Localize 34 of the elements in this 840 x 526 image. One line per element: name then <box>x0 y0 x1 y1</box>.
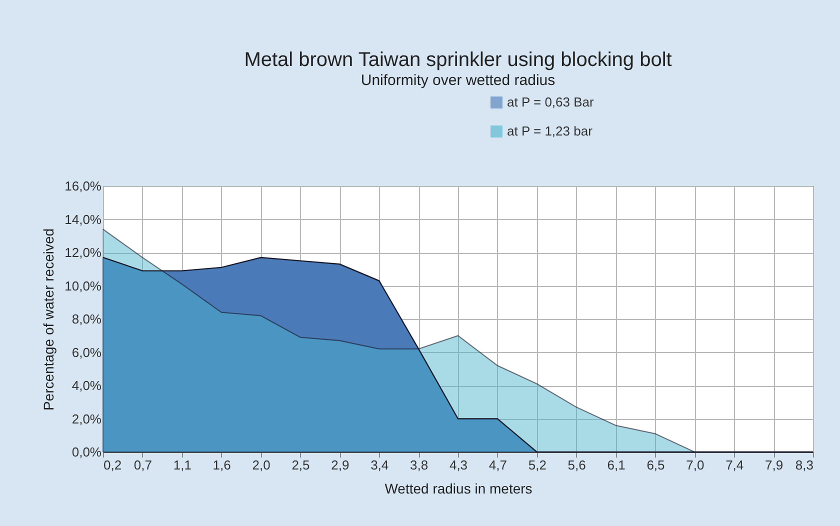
x-tick-label: 3,4 <box>370 458 389 472</box>
x-tick-label: 2,9 <box>331 458 350 472</box>
x-tick-label: 0,2 <box>104 458 122 472</box>
y-axis-title: Percentage of water received <box>40 228 57 411</box>
y-tick-label: 0,0% <box>72 444 102 460</box>
x-tick-label: 5,6 <box>568 458 586 472</box>
y-tick-label: 14,0% <box>64 212 102 227</box>
legend-label: at P = 0,63 Bar <box>507 94 595 110</box>
x-tick-label: 0,7 <box>134 458 152 472</box>
y-tick-label: 6,0% <box>72 344 102 360</box>
x-tick-label: 7,9 <box>765 458 784 472</box>
x-tick-label: 6,5 <box>646 458 665 472</box>
y-tick-label: 8,0% <box>72 312 102 326</box>
x-tick-label: 1,1 <box>173 458 192 472</box>
y-tick-label: 12,0% <box>64 245 102 260</box>
y-tick-label: 10,0% <box>64 278 102 294</box>
y-tick-label: 4,0% <box>72 378 102 393</box>
x-tick-label: 1,6 <box>212 458 231 472</box>
x-tick-label: 3,8 <box>410 458 428 472</box>
x-tick-label: 5,2 <box>528 458 546 472</box>
x-tick-label: 4,3 <box>449 458 468 472</box>
x-tick-label: 4,7 <box>488 458 507 472</box>
x-tick-label: 2,5 <box>292 458 310 472</box>
y-tick-label: 16,0% <box>64 178 102 194</box>
x-tick-label: 8,3 <box>795 458 814 472</box>
x-tick-label: 7,0 <box>686 458 704 472</box>
x-tick-label: 2,0 <box>252 458 270 472</box>
legend-label: at P = 1,23 bar <box>507 124 594 138</box>
x-axis-title: Wetted radius in meters <box>384 480 532 496</box>
chart-title: Metal brown Taiwan sprinkler using blocking bolt <box>244 49 672 71</box>
x-tick-label: 7,4 <box>726 458 744 472</box>
chart-subtitle: Uniformity over wetted radius <box>360 72 556 89</box>
y-tick-label: 2,0% <box>72 411 102 426</box>
x-tick-label: 6,1 <box>607 458 626 472</box>
